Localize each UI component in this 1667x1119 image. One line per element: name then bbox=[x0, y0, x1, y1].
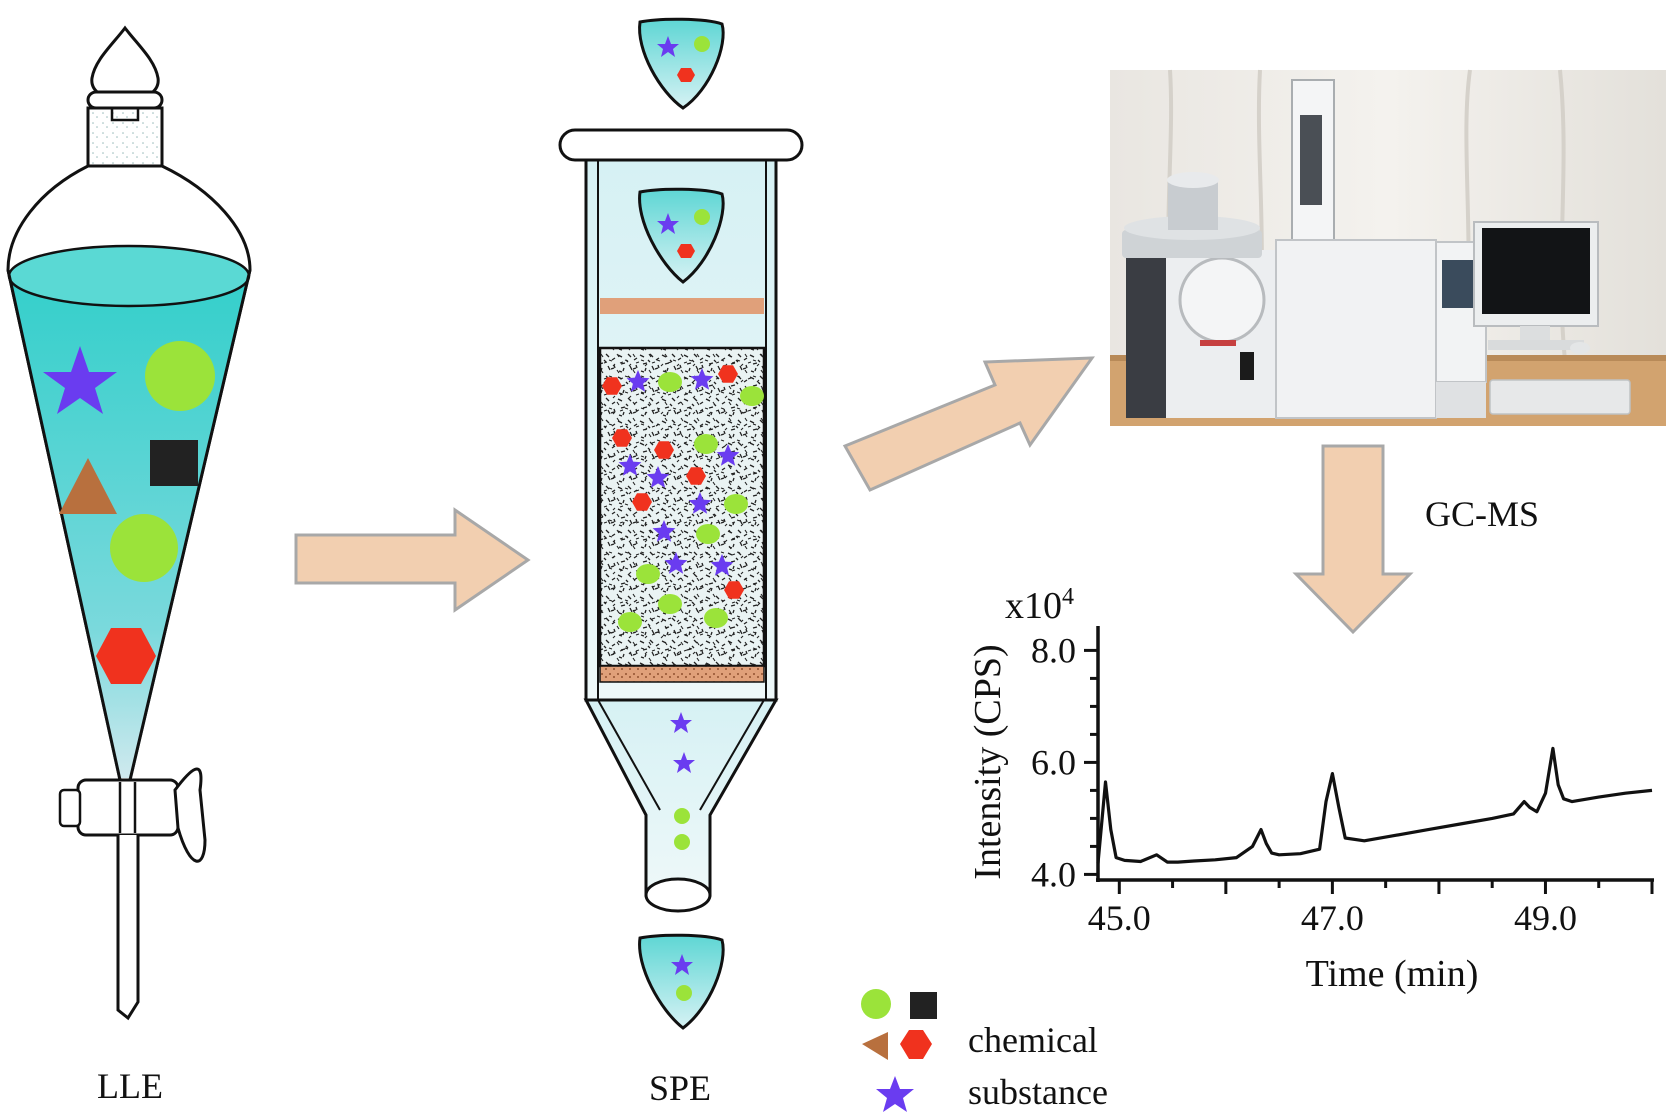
drop-top bbox=[638, 17, 725, 110]
hexagon-shape-icon bbox=[96, 628, 156, 684]
star-shape-icon bbox=[43, 346, 117, 414]
circle-shape-icon bbox=[145, 341, 215, 411]
circle-particle-icon bbox=[636, 564, 660, 584]
square-shape-icon bbox=[150, 440, 198, 486]
lle-label: LLE bbox=[97, 1066, 163, 1106]
hexagon-particle-icon bbox=[718, 365, 738, 383]
chromatogram-line bbox=[1096, 746, 1653, 864]
circle-shape-icon bbox=[110, 514, 178, 582]
legend-triangle-icon bbox=[862, 1032, 888, 1060]
y-unit-label: x104 bbox=[1005, 584, 1074, 627]
hexagon-particle-icon bbox=[612, 429, 632, 447]
y-tick-label: 8.0 bbox=[1031, 630, 1076, 670]
circle-particle-icon bbox=[658, 372, 682, 392]
circle-particle-icon bbox=[724, 494, 748, 514]
star-particle-icon bbox=[626, 370, 650, 392]
spe-particles bbox=[602, 365, 764, 632]
chromatogram-chart: 4.0 6.0 8.0 45.0 47.0 49.0 Intensity (CPS) Ti… bbox=[967, 584, 1654, 995]
star-particle-icon bbox=[664, 552, 688, 574]
hexagon-particle-icon bbox=[654, 441, 674, 459]
funnel-neck bbox=[86, 106, 164, 168]
chart-axes bbox=[1084, 626, 1654, 894]
hexagon-particle-icon bbox=[724, 581, 744, 599]
circle-particle-icon bbox=[658, 594, 682, 614]
circle-particle-icon bbox=[694, 434, 718, 454]
triangle-shape-icon bbox=[59, 458, 117, 514]
y-axis-label: Intensity (CPS) bbox=[967, 644, 1009, 879]
funnel-stopper-icon bbox=[90, 25, 160, 102]
star-particle-icon bbox=[716, 444, 740, 466]
arrow-right-icon bbox=[294, 507, 531, 613]
star-particle-icon bbox=[690, 368, 714, 390]
circle-particle-icon bbox=[618, 612, 642, 632]
spe-cartridge bbox=[558, 17, 804, 1030]
hexagon-particle-icon bbox=[632, 493, 652, 511]
y-tick-label: 4.0 bbox=[1031, 854, 1076, 894]
x-tick-label: 47.0 bbox=[1301, 898, 1364, 938]
legend-line2: substance bbox=[968, 1072, 1108, 1112]
gcms-label: GC-MS bbox=[1425, 494, 1539, 534]
circle-particle-icon bbox=[704, 608, 728, 628]
legend-circle-icon bbox=[861, 989, 891, 1019]
hexagon-particle-icon bbox=[686, 467, 706, 485]
circle-particle-icon bbox=[696, 524, 720, 544]
circle-particle-icon bbox=[740, 386, 764, 406]
legend-star-icon bbox=[876, 1076, 914, 1112]
separatory-funnel bbox=[6, 25, 252, 1021]
legend-hexagon-icon bbox=[900, 1030, 932, 1059]
gcms-instrument-photo bbox=[1110, 69, 1666, 426]
legend-square-icon bbox=[910, 992, 937, 1019]
legend: chemical substance bbox=[861, 989, 1108, 1112]
star-particle-icon bbox=[646, 466, 670, 488]
star-particle-icon bbox=[710, 554, 734, 576]
x-tick-label: 49.0 bbox=[1514, 898, 1577, 938]
hexagon-particle-icon bbox=[602, 377, 622, 395]
star-particle-icon bbox=[688, 492, 712, 514]
chart-tick-labels: 4.0 6.0 8.0 45.0 47.0 49.0 bbox=[1031, 630, 1577, 938]
star-particle-icon bbox=[618, 454, 642, 476]
spe-label: SPE bbox=[649, 1068, 711, 1108]
star-particle-icon bbox=[652, 520, 676, 542]
arrow-up-right-icon bbox=[842, 356, 1095, 492]
legend-line1: chemical bbox=[968, 1020, 1098, 1060]
x-axis-label: Time (min) bbox=[1306, 953, 1479, 995]
x-tick-label: 45.0 bbox=[1088, 898, 1151, 938]
arrow-down-icon bbox=[1292, 444, 1414, 635]
y-tick-label: 6.0 bbox=[1031, 742, 1076, 782]
